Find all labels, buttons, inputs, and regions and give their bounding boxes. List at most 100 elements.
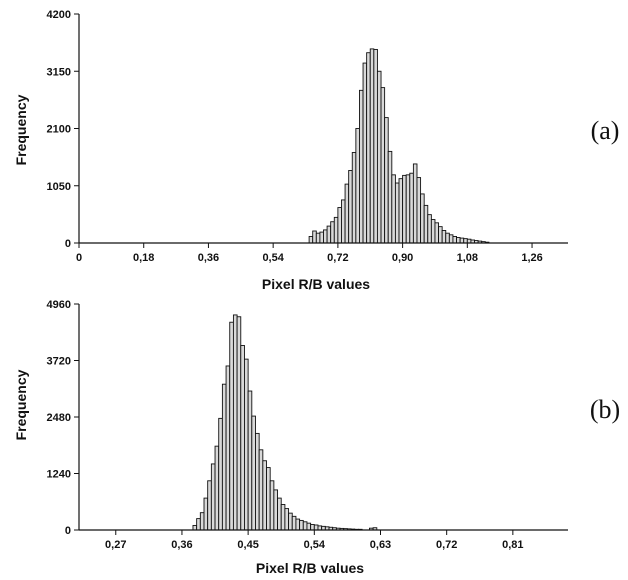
histogram-bar-a-5 — [326, 225, 332, 244]
x-tick-label-b-4: 0,63 — [370, 539, 391, 551]
histogram-bar-a-34 — [430, 219, 436, 244]
histogram-bar-a-40 — [452, 236, 457, 244]
histogram-bar-a-31 — [420, 193, 425, 244]
x-tick-label-a-7: 1,26 — [521, 252, 542, 264]
histogram-bar-a-16 — [366, 52, 371, 244]
histogram-bar-b-13 — [240, 345, 245, 531]
panel-label-b: (b) — [590, 395, 620, 424]
x-tick-label-a-0: 0 — [76, 252, 82, 264]
x-tick-label-a-3: 0,54 — [262, 252, 284, 264]
x-tick-label-b-6: 0,81 — [502, 539, 523, 551]
histogram-bar-a-10 — [344, 183, 350, 244]
histogram-bar-b-34 — [317, 525, 323, 531]
panel-label-a: (a) — [591, 116, 620, 145]
histogram-bar-b-22 — [273, 489, 278, 531]
x-axis-label-a: Pixel R/B values — [262, 276, 370, 292]
histogram-bar-a-14 — [359, 89, 364, 244]
histogram-bar-a-25 — [398, 178, 404, 244]
histogram-bar-a-35 — [434, 222, 440, 244]
histogram-bar-a-19 — [376, 70, 382, 244]
histogram-bar-a-32 — [423, 204, 429, 244]
histogram-bar-b-11 — [232, 314, 238, 531]
y-tick-label-b-3: 3720 — [47, 356, 71, 368]
histogram-bar-a-23 — [391, 174, 396, 244]
x-tick-label-a-2: 0,36 — [198, 252, 219, 264]
histogram-bar-b-21 — [269, 480, 275, 531]
histogram-bar-a-6 — [330, 221, 335, 244]
y-axis-label-a: Frequency — [13, 94, 29, 165]
y-tick-label-b-1: 1240 — [47, 469, 71, 481]
histogram-bar-b-25 — [284, 508, 290, 531]
histogram-bar-a-29 — [412, 163, 418, 244]
x-tick-label-a-4: 0,72 — [327, 252, 348, 264]
x-tick-label-b-5: 0,72 — [436, 539, 457, 551]
x-tick-label-a-5: 0,90 — [392, 252, 413, 264]
histogram-bar-a-7 — [333, 216, 339, 244]
histogram-bar-b-29 — [299, 519, 304, 531]
histogram-panel-a: 0 1050 2100 3150 4200 0 0,18 0,36 0,54 0,72 0,90 1,… — [13, 9, 619, 292]
histogram-bar-b-17 — [255, 432, 260, 531]
histogram-bar-a-21 — [384, 117, 389, 244]
y-axis-label-b: Frequency — [13, 369, 29, 440]
histogram-bar-b-7 — [218, 417, 223, 531]
x-tick-label-a-1: 0,18 — [133, 252, 154, 264]
histogram-bar-a-30 — [416, 177, 422, 244]
axes-b: 0 1240 2480 3720 4960 0,27 0,36 0,45 0,54 0,63 0,7… — [47, 299, 568, 551]
histogram-bar-b-2 — [199, 512, 205, 531]
histogram-bar-b-32 — [310, 524, 315, 531]
histogram-bar-a-0 — [308, 236, 314, 244]
histogram-bar-a-38 — [445, 232, 450, 244]
histogram-bar-b-15 — [247, 390, 253, 531]
histogram-bar-a-37 — [441, 230, 447, 244]
histogram-bar-a-11 — [348, 170, 353, 244]
histogram-bar-a-1 — [312, 230, 317, 244]
histogram-bar-a-15 — [362, 62, 368, 244]
histogram-bar-b-14 — [244, 358, 249, 531]
histogram-bar-b-0 — [192, 524, 198, 531]
histogram-bar-a-26 — [402, 174, 407, 244]
histogram-bar-b-6 — [214, 445, 220, 531]
histogram-bar-b-33 — [313, 524, 319, 531]
histogram-bar-b-18 — [258, 449, 264, 531]
y-tick-label-b-2: 2480 — [47, 412, 71, 424]
y-tick-label-a-1: 1050 — [47, 181, 71, 193]
histogram-bar-b-24 — [280, 504, 286, 531]
histogram-bar-a-20 — [380, 87, 386, 244]
histogram-bar-a-39 — [448, 234, 454, 244]
bars-b — [192, 314, 378, 531]
x-tick-label-a-6: 1,08 — [457, 252, 478, 264]
histogram-bar-a-18 — [373, 48, 378, 244]
histogram-bar-a-9 — [341, 199, 346, 244]
histogram-bar-a-12 — [351, 152, 357, 244]
histogram-bar-a-27 — [405, 174, 411, 244]
histogram-bar-b-27 — [291, 515, 297, 531]
histogram-bar-b-3 — [203, 497, 209, 531]
histogram-bar-a-36 — [438, 226, 443, 244]
histogram-bar-b-19 — [262, 460, 267, 531]
histogram-bar-a-33 — [427, 214, 432, 244]
histogram-bar-b-23 — [277, 497, 282, 531]
histogram-bar-a-43 — [463, 238, 468, 244]
histogram-bar-b-31 — [306, 522, 312, 531]
histogram-bar-b-5 — [210, 463, 216, 531]
histogram-bar-b-30 — [302, 521, 308, 531]
histogram-bar-a-24 — [394, 182, 400, 244]
x-axis-label-b: Pixel R/B values — [256, 560, 364, 576]
y-tick-label-a-3: 3150 — [47, 66, 71, 78]
y-tick-label-a-0: 0 — [65, 238, 71, 250]
histogram-bar-a-4 — [323, 229, 328, 244]
histogram-bar-a-28 — [409, 172, 414, 244]
histogram-bar-a-2 — [315, 232, 321, 244]
histogram-bar-b-4 — [207, 480, 212, 531]
x-tick-label-b-1: 0,36 — [171, 539, 192, 551]
histogram-bar-b-20 — [266, 467, 271, 531]
histogram-bar-b-26 — [288, 512, 293, 531]
histogram-bar-b-12 — [236, 316, 242, 531]
histogram-bar-b-10 — [229, 321, 234, 531]
y-tick-label-b-0: 0 — [65, 525, 71, 537]
histogram-bar-a-13 — [355, 128, 360, 244]
bars-a — [308, 48, 490, 244]
y-tick-label-a-2: 2100 — [47, 124, 71, 136]
histogram-bar-a-42 — [459, 237, 465, 244]
